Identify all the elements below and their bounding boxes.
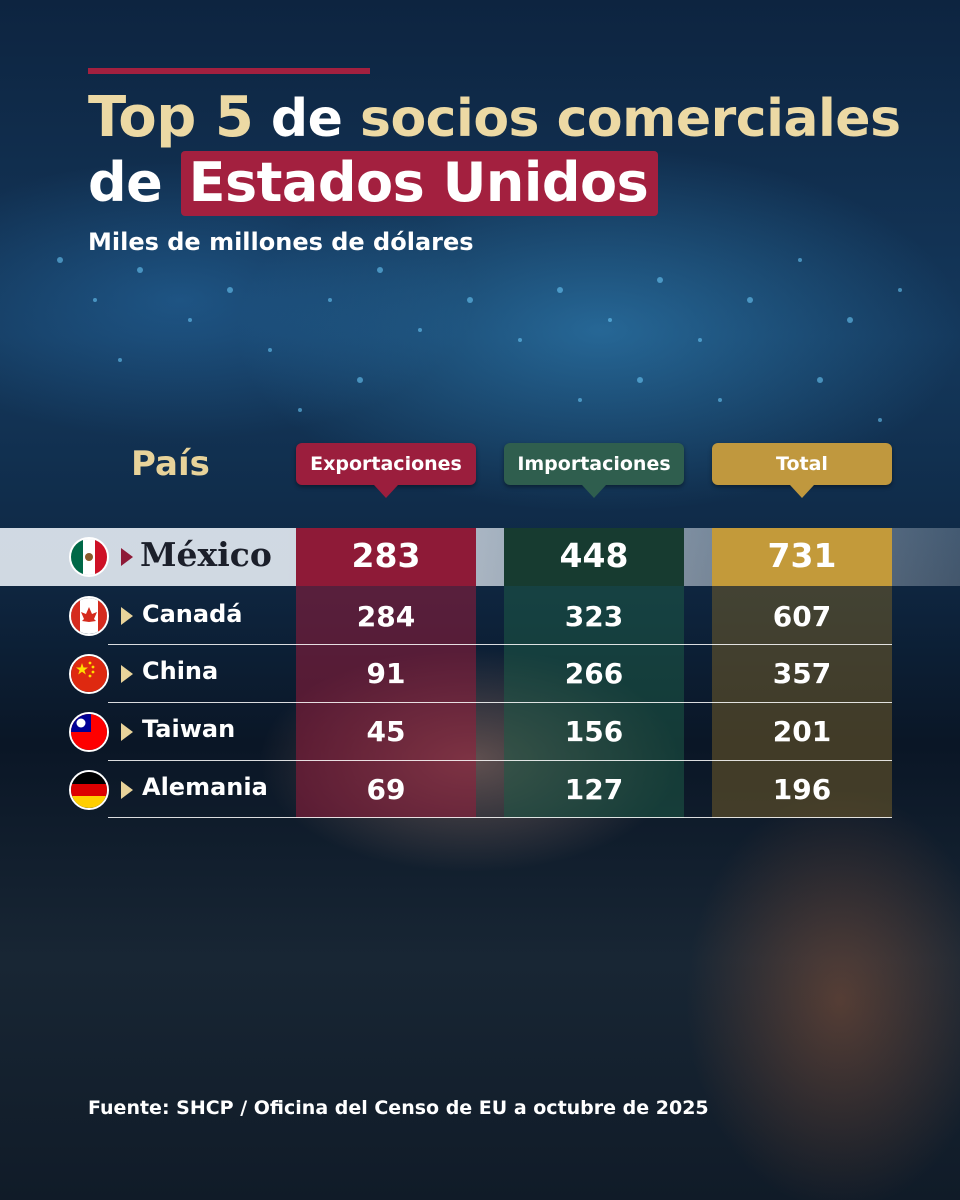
country-name: Taiwan [142, 715, 236, 743]
source-note: Fuente: SHCP / Oficina del Censo de EU a… [88, 1097, 709, 1119]
country-name: China [142, 657, 219, 685]
country-name: México [140, 535, 272, 574]
china-flag-icon [69, 654, 109, 694]
highlight-cell-imports [504, 528, 684, 586]
title-de-2: de [88, 151, 163, 214]
page-title: Top 5 de socios comerciales de Estados U… [88, 85, 901, 216]
germany-flag-icon [69, 770, 109, 810]
highlight-cell-total [712, 528, 892, 586]
row-marker-icon [121, 607, 133, 625]
country-name: Alemania [142, 773, 268, 801]
country-name: Canadá [142, 600, 243, 628]
column-header-imports: Importaciones [504, 443, 684, 498]
table-row: China 91 266 357 [0, 645, 960, 702]
title-accent-line [88, 68, 370, 74]
row-divider [108, 702, 892, 703]
table-row: Canadá 284 323 607 [0, 588, 960, 644]
exports-value: 284 [356, 600, 416, 633]
taiwan-flag-icon [69, 712, 109, 752]
total-value: 357 [772, 657, 832, 690]
row-marker-icon [121, 781, 133, 799]
row-divider [108, 760, 892, 761]
title-rest: socios comerciales [360, 89, 901, 149]
title-highlight: Estados Unidos [180, 151, 659, 216]
total-value: 201 [772, 715, 832, 748]
row-marker-icon [121, 723, 133, 741]
column-header-country: País [131, 444, 210, 484]
exports-value: 91 [366, 657, 406, 690]
total-value: 731 [767, 536, 837, 575]
imports-value: 127 [564, 773, 624, 806]
canada-flag-icon [69, 596, 109, 636]
title-top: Top 5 [88, 85, 254, 150]
imports-value: 266 [564, 657, 624, 690]
total-value: 196 [772, 773, 832, 806]
row-marker-icon [121, 665, 133, 683]
table-row: México 283 448 731 [0, 528, 960, 586]
table-row: Taiwan 45 156 201 [0, 703, 960, 760]
subtitle: Miles de millones de dólares [88, 228, 474, 256]
exports-value: 283 [351, 536, 421, 575]
row-marker-icon [121, 548, 133, 566]
total-value: 607 [772, 600, 832, 633]
row-divider [108, 644, 892, 645]
imports-value: 323 [564, 600, 624, 633]
imports-value: 448 [559, 536, 629, 575]
column-header-total: Total [712, 443, 892, 498]
exports-value: 69 [366, 773, 406, 806]
imports-value: 156 [564, 715, 624, 748]
column-header-exports: Exportaciones [296, 443, 476, 498]
highlight-cell-exports [296, 528, 476, 586]
row-divider [108, 817, 892, 818]
title-de-1: de [270, 89, 343, 149]
mexico-flag-icon [69, 537, 109, 577]
exports-value: 45 [366, 715, 406, 748]
table-row: Alemania 69 127 196 [0, 761, 960, 818]
